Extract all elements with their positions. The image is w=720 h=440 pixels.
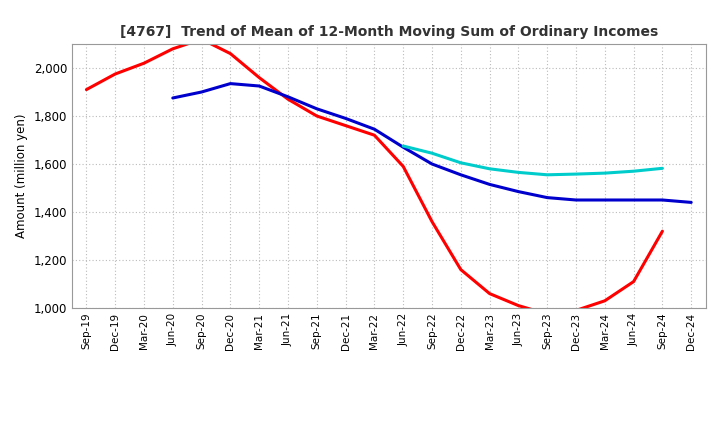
- 5 Years: [312, 106, 321, 111]
- 3 Years: [399, 164, 408, 169]
- 7 Years: [428, 150, 436, 156]
- 7 Years: [485, 166, 494, 172]
- 7 Years: [399, 143, 408, 149]
- 3 Years: [111, 71, 120, 77]
- 7 Years: [514, 170, 523, 175]
- Line: 3 Years: 3 Years: [86, 39, 662, 314]
- 7 Years: [629, 169, 638, 174]
- 5 Years: [629, 198, 638, 203]
- 5 Years: [485, 182, 494, 187]
- 5 Years: [543, 195, 552, 200]
- 7 Years: [600, 170, 609, 176]
- Y-axis label: Amount (million yen): Amount (million yen): [15, 114, 28, 238]
- 5 Years: [600, 198, 609, 203]
- 5 Years: [370, 127, 379, 132]
- 3 Years: [197, 37, 206, 42]
- 3 Years: [312, 114, 321, 119]
- Line: 7 Years: 7 Years: [403, 146, 662, 175]
- 3 Years: [226, 51, 235, 56]
- 3 Years: [428, 219, 436, 224]
- 3 Years: [82, 87, 91, 92]
- 5 Years: [514, 189, 523, 194]
- 5 Years: [255, 83, 264, 88]
- 3 Years: [600, 298, 609, 304]
- 3 Years: [284, 96, 292, 102]
- 3 Years: [658, 228, 667, 234]
- 7 Years: [572, 172, 580, 177]
- 5 Years: [341, 116, 350, 121]
- 5 Years: [687, 200, 696, 205]
- 3 Years: [370, 132, 379, 138]
- 3 Years: [140, 61, 148, 66]
- 3 Years: [456, 267, 465, 272]
- 3 Years: [629, 279, 638, 284]
- 5 Years: [399, 145, 408, 150]
- 7 Years: [543, 172, 552, 177]
- 7 Years: [456, 160, 465, 165]
- 5 Years: [197, 89, 206, 95]
- 7 Years: [658, 166, 667, 171]
- 3 Years: [543, 312, 552, 317]
- Line: 5 Years: 5 Years: [173, 84, 691, 202]
- 3 Years: [485, 291, 494, 296]
- 5 Years: [572, 198, 580, 203]
- 5 Years: [168, 95, 177, 101]
- 3 Years: [255, 75, 264, 80]
- 5 Years: [456, 172, 465, 177]
- 3 Years: [514, 303, 523, 308]
- 5 Years: [284, 94, 292, 99]
- 5 Years: [226, 81, 235, 86]
- 5 Years: [428, 161, 436, 167]
- Title: [4767]  Trend of Mean of 12-Month Moving Sum of Ordinary Incomes: [4767] Trend of Mean of 12-Month Moving …: [120, 25, 658, 39]
- 3 Years: [341, 123, 350, 128]
- 3 Years: [572, 308, 580, 313]
- 5 Years: [658, 198, 667, 203]
- 3 Years: [168, 46, 177, 51]
